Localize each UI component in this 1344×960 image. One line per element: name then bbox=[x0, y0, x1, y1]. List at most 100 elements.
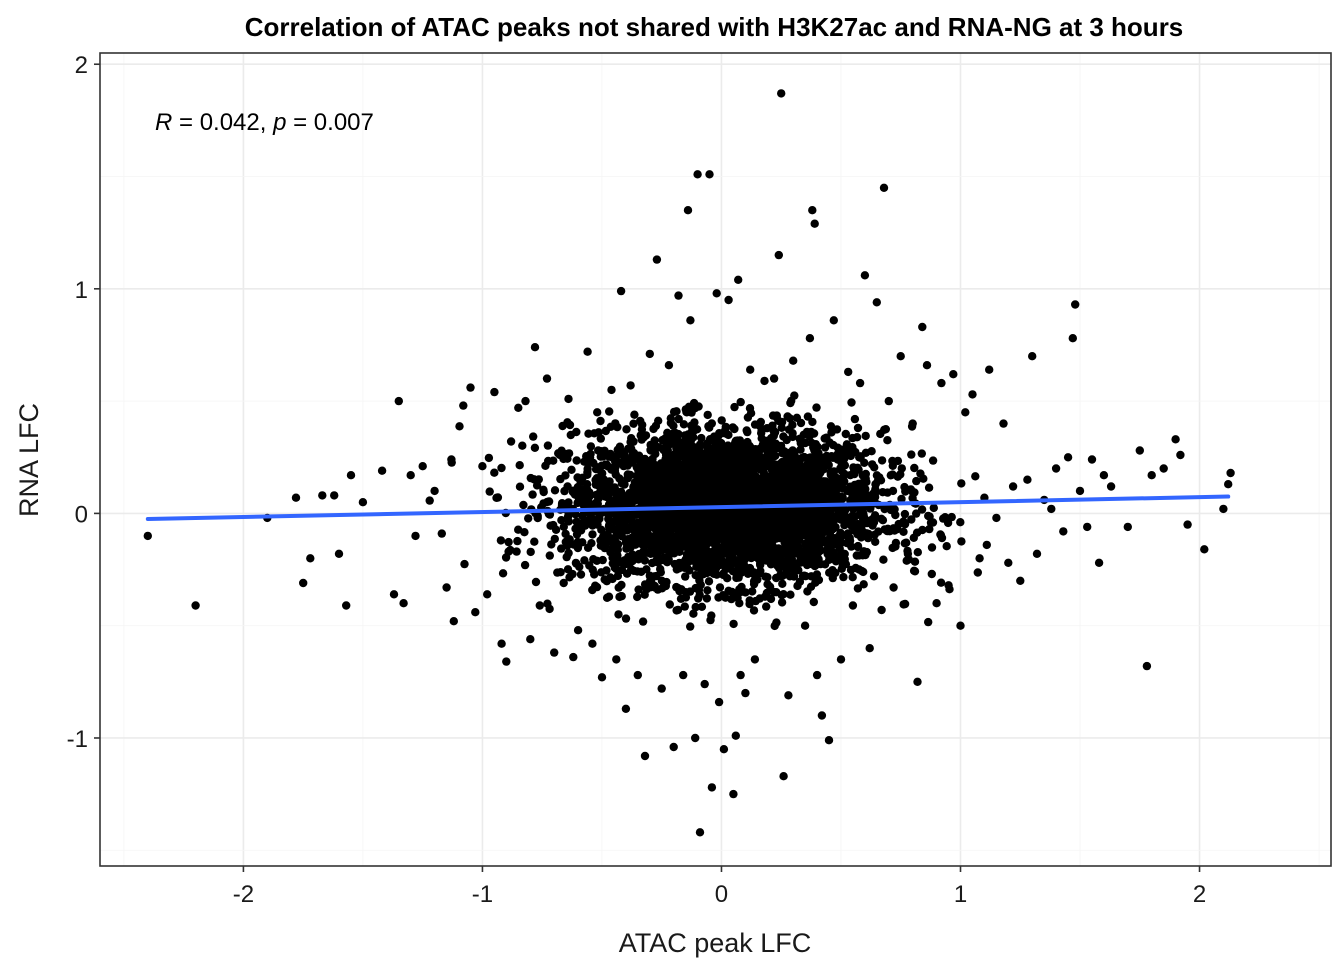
data-point bbox=[999, 419, 1008, 428]
data-point bbox=[870, 530, 879, 539]
data-point bbox=[772, 460, 781, 470]
data-point bbox=[888, 470, 897, 479]
data-point bbox=[602, 566, 611, 575]
data-point bbox=[614, 540, 623, 549]
data-point bbox=[804, 506, 813, 516]
data-point bbox=[691, 733, 700, 743]
data-point bbox=[583, 489, 592, 498]
data-point bbox=[690, 453, 699, 462]
data-point bbox=[589, 555, 598, 564]
data-point bbox=[330, 491, 339, 500]
data-point bbox=[753, 454, 762, 464]
data-point bbox=[760, 376, 769, 386]
data-point bbox=[844, 486, 853, 496]
data-point bbox=[638, 472, 647, 481]
data-point bbox=[667, 536, 676, 545]
data-point bbox=[936, 531, 946, 540]
data-point bbox=[862, 547, 871, 557]
data-point bbox=[606, 449, 615, 459]
data-point bbox=[514, 403, 523, 412]
data-point bbox=[812, 538, 821, 548]
y-axis-ticks: -1 0 1 2 bbox=[67, 52, 100, 753]
data-point bbox=[698, 565, 707, 574]
y-axis-label: RNA LFC bbox=[14, 403, 44, 517]
data-point bbox=[526, 473, 535, 483]
data-point bbox=[674, 291, 683, 300]
data-point bbox=[658, 496, 668, 506]
data-point bbox=[825, 524, 835, 533]
data-point bbox=[605, 407, 614, 416]
data-point bbox=[642, 483, 651, 493]
data-point bbox=[513, 536, 522, 546]
data-point bbox=[794, 493, 803, 502]
data-point bbox=[975, 554, 984, 563]
data-point bbox=[358, 498, 368, 507]
data-point bbox=[751, 493, 761, 502]
data-point bbox=[875, 473, 884, 482]
data-point bbox=[729, 789, 738, 799]
data-point bbox=[394, 396, 403, 406]
data-point bbox=[703, 586, 712, 595]
data-point bbox=[530, 537, 539, 546]
data-point bbox=[837, 453, 846, 463]
data-point bbox=[716, 460, 726, 470]
data-point bbox=[694, 585, 704, 595]
data-point bbox=[736, 568, 746, 578]
data-point bbox=[633, 567, 642, 576]
data-point bbox=[910, 488, 919, 497]
x-tick-label: 2 bbox=[1193, 881, 1206, 908]
data-point bbox=[633, 670, 642, 680]
data-point bbox=[543, 497, 552, 507]
data-point bbox=[858, 471, 867, 480]
data-point bbox=[763, 548, 772, 557]
data-point bbox=[653, 585, 662, 594]
data-point bbox=[745, 596, 754, 605]
data-point bbox=[816, 511, 826, 520]
data-point bbox=[756, 417, 765, 427]
data-point bbox=[478, 462, 487, 471]
data-point bbox=[784, 552, 793, 562]
data-point bbox=[812, 670, 822, 680]
data-point bbox=[607, 385, 616, 395]
data-point bbox=[615, 442, 625, 451]
data-point bbox=[549, 520, 558, 530]
data-point bbox=[777, 571, 786, 581]
data-point bbox=[878, 516, 888, 525]
data-point bbox=[549, 456, 558, 465]
data-point bbox=[567, 465, 576, 474]
data-point bbox=[826, 422, 836, 431]
data-point bbox=[908, 419, 917, 428]
data-point bbox=[893, 456, 903, 466]
data-point bbox=[855, 378, 865, 388]
data-point bbox=[971, 472, 980, 481]
data-point bbox=[637, 528, 646, 537]
data-point bbox=[1075, 486, 1085, 496]
data-point bbox=[466, 383, 475, 392]
data-point bbox=[767, 556, 776, 565]
data-point bbox=[792, 534, 802, 543]
data-point bbox=[816, 546, 825, 555]
data-point bbox=[896, 470, 905, 479]
data-point bbox=[1176, 450, 1185, 460]
data-point bbox=[633, 485, 643, 494]
data-point bbox=[592, 582, 602, 592]
data-point bbox=[573, 543, 583, 552]
data-point bbox=[585, 453, 595, 462]
data-point bbox=[650, 436, 659, 445]
data-point bbox=[597, 673, 607, 682]
data-point bbox=[602, 577, 611, 586]
data-point bbox=[1004, 558, 1013, 567]
data-point bbox=[605, 524, 614, 533]
data-point bbox=[776, 545, 785, 554]
data-point bbox=[786, 590, 795, 599]
data-point bbox=[1147, 471, 1156, 480]
data-point bbox=[746, 365, 755, 374]
data-point bbox=[821, 487, 830, 496]
data-point bbox=[776, 558, 786, 567]
data-point bbox=[569, 652, 578, 662]
regression-line bbox=[145, 494, 1231, 522]
data-point bbox=[634, 585, 643, 594]
data-point bbox=[869, 572, 879, 581]
data-point bbox=[756, 484, 765, 494]
data-point bbox=[714, 697, 724, 707]
